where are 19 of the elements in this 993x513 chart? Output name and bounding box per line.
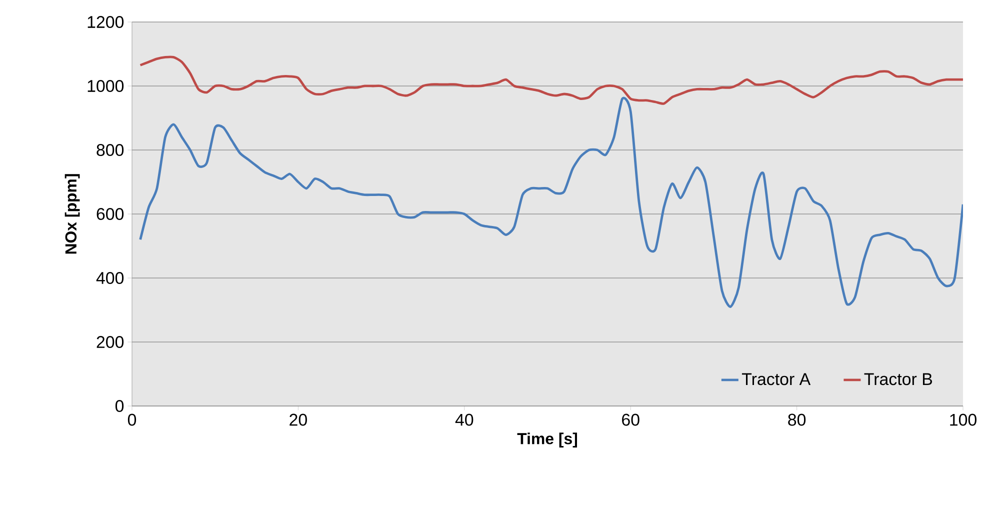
y-tick-label: 400 [96, 272, 124, 284]
x-tick-label: 0 [128, 414, 136, 426]
y-tick-label: 1200 [88, 16, 124, 28]
x-axis-title: Time [s] [517, 432, 577, 448]
y-tick-label: 200 [96, 336, 124, 348]
y-tick-label: 0 [115, 400, 124, 412]
y-tick-label: 1000 [88, 80, 124, 92]
x-tick-label: 20 [290, 414, 307, 426]
x-tick-label: 60 [622, 414, 640, 426]
x-tick-label: 80 [788, 414, 806, 426]
y-tick-label: 600 [96, 208, 124, 220]
x-tick-label: 40 [455, 414, 474, 426]
y-axis-title: NOx [ppm] [64, 174, 80, 254]
legend-label: Tractor B [864, 373, 932, 386]
legend-label: Tractor A [742, 373, 811, 386]
line-series [139, 56, 964, 105]
x-tick-label: 100 [950, 414, 976, 426]
line-series [139, 97, 964, 308]
y-tick-label: 800 [96, 144, 124, 156]
